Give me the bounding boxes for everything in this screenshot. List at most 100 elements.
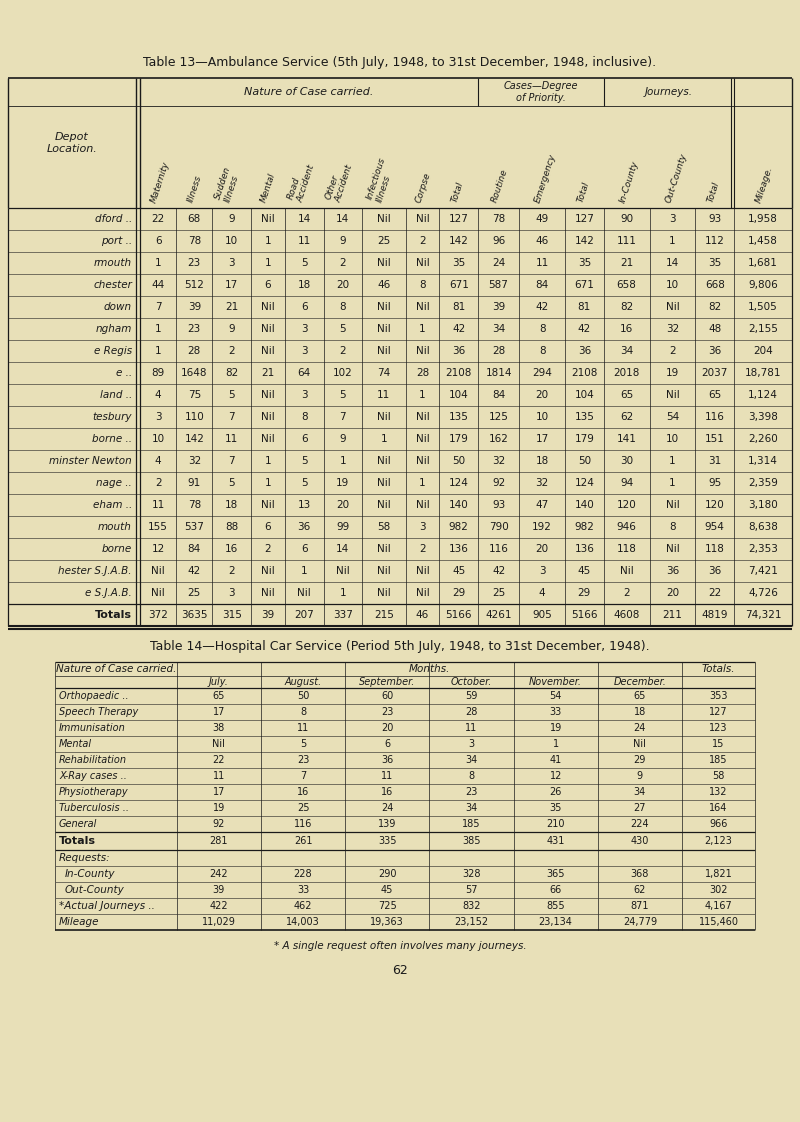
Text: * A single request often involves many journeys.: * A single request often involves many j…: [274, 941, 526, 951]
Text: 1: 1: [419, 478, 426, 488]
Text: 62: 62: [620, 412, 634, 422]
Text: Requests:: Requests:: [59, 853, 110, 863]
Text: 28: 28: [492, 346, 506, 356]
Text: 224: 224: [630, 819, 649, 829]
Text: 7: 7: [339, 412, 346, 422]
Text: 102: 102: [333, 368, 353, 378]
Text: Nil: Nil: [377, 258, 390, 268]
Text: 1,458: 1,458: [748, 236, 778, 246]
Text: Total: Total: [450, 181, 466, 204]
Text: 215: 215: [374, 610, 394, 620]
Text: 16: 16: [225, 544, 238, 554]
Text: 20: 20: [336, 280, 350, 289]
Text: 34: 34: [466, 755, 478, 765]
Text: 23: 23: [188, 258, 201, 268]
Text: Nil: Nil: [261, 500, 275, 511]
Text: December.: December.: [614, 677, 666, 687]
Text: 4: 4: [154, 456, 162, 466]
Text: 966: 966: [710, 819, 728, 829]
Text: 2,359: 2,359: [748, 478, 778, 488]
Text: 25: 25: [297, 803, 310, 813]
Text: 132: 132: [710, 787, 728, 797]
Text: 127: 127: [449, 214, 469, 224]
Text: 14: 14: [336, 214, 350, 224]
Text: 8: 8: [538, 346, 546, 356]
Text: 15: 15: [712, 739, 725, 749]
Text: Infectious
Illness: Infectious Illness: [366, 156, 398, 204]
Text: Nil: Nil: [416, 456, 430, 466]
Text: 1: 1: [669, 478, 676, 488]
Text: 35: 35: [578, 258, 591, 268]
Text: 2: 2: [419, 544, 426, 554]
Text: 6: 6: [301, 434, 307, 444]
Text: 82: 82: [620, 302, 634, 312]
Text: 8: 8: [300, 707, 306, 717]
Text: 66: 66: [550, 885, 562, 895]
Text: 18: 18: [634, 707, 646, 717]
Text: 671: 671: [449, 280, 469, 289]
Text: 36: 36: [452, 346, 466, 356]
Text: Cases—Degree
of Priority.: Cases—Degree of Priority.: [504, 81, 578, 103]
Text: 2108: 2108: [446, 368, 472, 378]
Text: 36: 36: [666, 565, 679, 576]
Text: 855: 855: [546, 901, 565, 911]
Text: e Regis: e Regis: [94, 346, 132, 356]
Text: 65: 65: [620, 390, 634, 401]
Text: 11: 11: [213, 771, 225, 781]
Text: 8: 8: [538, 324, 546, 334]
Text: Nil: Nil: [634, 739, 646, 749]
Text: 22: 22: [151, 214, 165, 224]
Text: 790: 790: [489, 522, 509, 532]
Text: 29: 29: [578, 588, 591, 598]
Text: 93: 93: [492, 500, 506, 511]
Text: 127: 127: [709, 707, 728, 717]
Text: 1: 1: [669, 236, 676, 246]
Text: 124: 124: [449, 478, 469, 488]
Text: 57: 57: [465, 885, 478, 895]
Text: 78: 78: [188, 500, 201, 511]
Text: 33: 33: [297, 885, 309, 895]
Text: Journeys.: Journeys.: [645, 88, 693, 96]
Text: Depot
Location.: Depot Location.: [46, 132, 98, 154]
Text: 1: 1: [339, 456, 346, 466]
Text: 124: 124: [574, 478, 594, 488]
Text: Routine: Routine: [490, 168, 510, 204]
Text: 59: 59: [466, 691, 478, 701]
Text: 65: 65: [708, 390, 722, 401]
Text: 5: 5: [229, 390, 235, 401]
Text: dford ..: dford ..: [94, 214, 132, 224]
Text: Nil: Nil: [377, 588, 390, 598]
Text: Totals: Totals: [95, 610, 132, 620]
Text: 47: 47: [535, 500, 549, 511]
Text: ngham: ngham: [96, 324, 132, 334]
Text: Nil: Nil: [377, 544, 390, 554]
Text: Nil: Nil: [377, 214, 390, 224]
Text: 155: 155: [148, 522, 168, 532]
Text: 1: 1: [265, 236, 271, 246]
Text: 335: 335: [378, 836, 397, 846]
Text: 5: 5: [301, 456, 307, 466]
Text: 6: 6: [301, 302, 307, 312]
Text: 11: 11: [378, 390, 390, 401]
Text: 24: 24: [634, 723, 646, 733]
Text: 18: 18: [225, 500, 238, 511]
Text: 1814: 1814: [486, 368, 512, 378]
Text: 2: 2: [669, 346, 676, 356]
Text: 120: 120: [617, 500, 637, 511]
Text: 1: 1: [419, 390, 426, 401]
Text: 2018: 2018: [614, 368, 640, 378]
Text: 42: 42: [188, 565, 201, 576]
Text: 462: 462: [294, 901, 312, 911]
Text: 82: 82: [225, 368, 238, 378]
Text: 135: 135: [449, 412, 469, 422]
Text: 365: 365: [546, 870, 565, 879]
Text: Nil: Nil: [261, 346, 275, 356]
Text: Nil: Nil: [416, 302, 430, 312]
Text: 3,180: 3,180: [748, 500, 778, 511]
Text: 39: 39: [213, 885, 225, 895]
Text: 78: 78: [188, 236, 201, 246]
Text: 39: 39: [492, 302, 506, 312]
Text: Nature of Case carried.: Nature of Case carried.: [56, 664, 176, 674]
Text: tesbury: tesbury: [93, 412, 132, 422]
Text: 65: 65: [213, 691, 225, 701]
